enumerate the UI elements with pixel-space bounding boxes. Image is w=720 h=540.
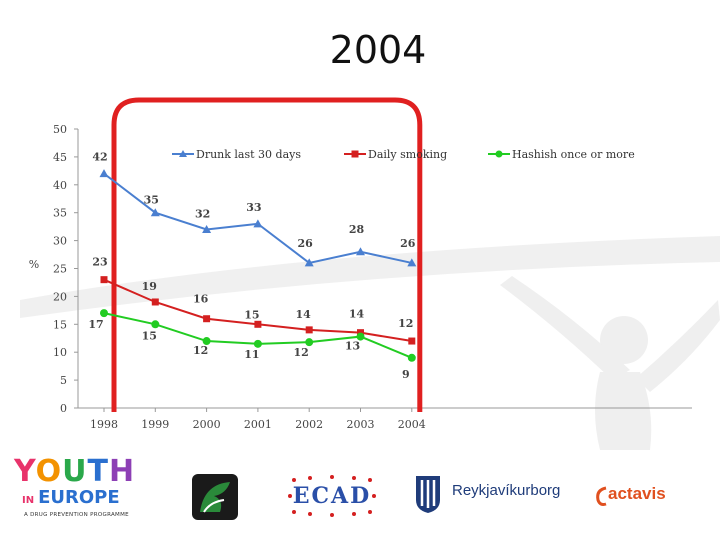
data-label: 26 (400, 237, 416, 250)
data-label: 33 (246, 201, 261, 214)
data-point (151, 298, 159, 306)
x-tick-label: 2000 (193, 418, 221, 431)
x-tick-label: 2001 (244, 418, 272, 431)
footer-logos: YOUTH IN EUROPE A DRUG PREVENTION PROGRAM… (0, 452, 720, 540)
ecad-stars (288, 475, 376, 517)
y-tick-label: 20 (53, 290, 67, 303)
x-tick-label: 1999 (141, 418, 169, 431)
data-label: 28 (349, 223, 365, 236)
series-0: 42 35 32 33 26 28 26 (92, 151, 417, 267)
data-point (99, 169, 109, 178)
y-tick-label: 0 (60, 402, 67, 415)
data-label: 9 (402, 368, 410, 381)
data-label: 26 (298, 237, 314, 250)
ecad-logo: ECAD (286, 474, 378, 518)
legend-label: Drunk last 30 days (196, 148, 301, 161)
youth-sub: IN EUROPE (22, 487, 120, 508)
x-tick-label: 1998 (90, 418, 118, 431)
data-point (407, 353, 416, 362)
highlight-frame-path (111, 97, 423, 412)
series-line (103, 172, 413, 264)
youth-tagline: A DRUG PREVENTION PROGRAMME (24, 512, 129, 518)
y-tick-label: 5 (60, 374, 67, 387)
y-axis-title: % (29, 258, 39, 271)
green-emblem-logo (192, 474, 238, 520)
y-tick-label: 10 (53, 346, 67, 359)
axes: 0 5 10 15 20 25 30 35 40 45 50% 1998 1999 2000 2001 200… (29, 123, 692, 431)
slide-title: 2004 (329, 28, 427, 72)
x-tick-label: 2004 (398, 418, 426, 431)
y-tick-label: 35 (53, 207, 67, 220)
legend: Drunk last 30 days Daily smoking Hashish o… (172, 148, 635, 161)
legend-label: Hashish once or more (512, 148, 635, 161)
data-label: 15 (142, 329, 157, 342)
data-point (203, 315, 211, 323)
actavis-swirl-icon (596, 486, 607, 506)
data-label: 19 (142, 280, 157, 293)
legend-item-1: Daily smoking (344, 148, 447, 161)
data-point (305, 326, 313, 334)
youth-word: YOUTH (14, 454, 136, 489)
y-tick-label: 15 (53, 318, 67, 331)
x-tick-label: 2002 (295, 418, 323, 431)
data-point (254, 320, 262, 328)
data-point (305, 338, 314, 347)
data-label: 15 (244, 308, 259, 321)
data-label: 32 (195, 207, 210, 220)
series-layer: 42 35 32 33 26 28 26 23 19 16 15 14 14 12 17 15 12 11 12 13… (88, 151, 417, 381)
data-label: 12 (193, 344, 208, 357)
data-label: 17 (88, 318, 103, 331)
series-2: 17 15 12 11 12 13 9 (88, 309, 416, 381)
x-tick-label: 2003 (347, 418, 375, 431)
data-point (408, 337, 416, 345)
data-label: 12 (398, 317, 413, 330)
background-figure (20, 236, 720, 450)
youth-in-europe-logo: YOUTH IN EUROPE A DRUG PREVENTION PROGRAM… (14, 456, 154, 522)
y-tick-label: 25 (53, 263, 67, 276)
data-point (304, 258, 314, 267)
data-point (356, 247, 365, 256)
y-tick-label: 45 (53, 151, 67, 164)
data-label: 11 (244, 348, 259, 361)
legend-label: Daily smoking (368, 148, 447, 161)
data-point (150, 208, 160, 217)
y-tick-label: 30 (53, 235, 67, 248)
data-label: 42 (92, 151, 107, 164)
data-label: 23 (92, 256, 107, 269)
legend-marker (351, 150, 359, 158)
legend-item-2: Hashish once or more (488, 148, 635, 161)
data-label: 35 (144, 194, 159, 207)
data-label: 14 (349, 308, 365, 321)
data-point (151, 320, 160, 329)
y-tick-label: 50 (53, 123, 67, 136)
data-point (100, 309, 108, 318)
reykjavik-logo: Reykjavíkurborg (414, 474, 564, 524)
data-label: 14 (296, 308, 312, 321)
data-point (202, 337, 211, 346)
data-label: 12 (294, 346, 309, 359)
data-point (356, 332, 365, 341)
legend-marker (495, 150, 503, 158)
data-point (100, 276, 108, 284)
data-label: 13 (345, 340, 360, 353)
legend-marker (179, 150, 187, 157)
reykjavik-shield-icon (416, 476, 440, 513)
data-label: 16 (193, 293, 209, 306)
data-point (253, 219, 263, 228)
legend-item-0: Drunk last 30 days (172, 148, 301, 161)
data-point (202, 224, 212, 233)
data-point (407, 258, 417, 267)
actavis-logo: actavis (594, 482, 674, 512)
data-point (253, 339, 262, 348)
y-tick-label: 40 (53, 179, 67, 192)
highlight-frame (111, 97, 423, 412)
